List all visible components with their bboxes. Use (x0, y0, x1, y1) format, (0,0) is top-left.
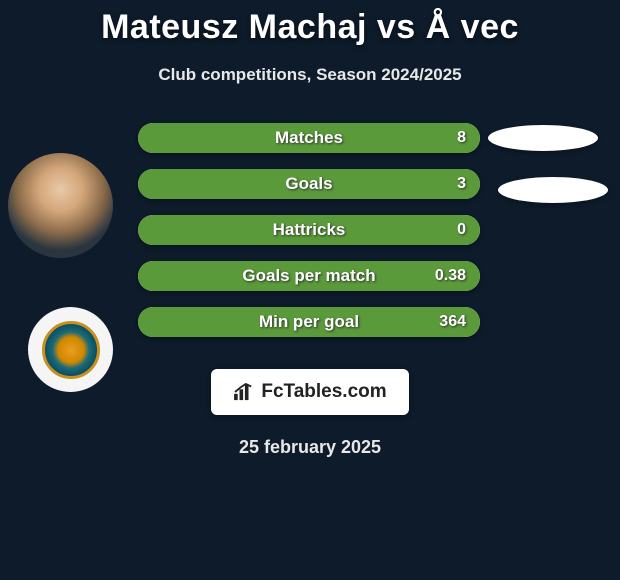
club-badge-inner (42, 321, 100, 379)
bar-value: 0 (457, 221, 466, 239)
chart-icon (233, 383, 255, 401)
club-badge (28, 307, 113, 392)
bar-label: Matches (275, 128, 343, 148)
bar-value: 0.38 (435, 267, 466, 285)
bar-label: Goals (285, 174, 332, 194)
bar-value: 8 (457, 129, 466, 147)
opponent-ellipse-matches (488, 125, 598, 151)
bar-value: 3 (457, 175, 466, 193)
bar-hattricks: Hattricks 0 (138, 215, 480, 245)
bar-label: Hattricks (273, 220, 346, 240)
season-subtitle: Club competitions, Season 2024/2025 (0, 65, 620, 85)
bar-goals: Goals 3 (138, 169, 480, 199)
stat-bars: Matches 8 Goals 3 Hattricks 0 Goals per … (138, 123, 480, 337)
content-area: Matches 8 Goals 3 Hattricks 0 Goals per … (0, 123, 620, 337)
bar-min-per-goal: Min per goal 364 (138, 307, 480, 337)
bar-label: Min per goal (259, 312, 359, 332)
date-text: 25 february 2025 (0, 437, 620, 458)
fctables-logo[interactable]: FcTables.com (211, 369, 408, 415)
bar-goals-per-match: Goals per match 0.38 (138, 261, 480, 291)
bar-matches: Matches 8 (138, 123, 480, 153)
bar-label: Goals per match (242, 266, 375, 286)
player-avatar (8, 153, 113, 258)
opponent-ellipse-goals (498, 177, 608, 203)
comparison-title: Mateusz Machaj vs Å vec (0, 0, 620, 47)
bar-value: 364 (439, 313, 466, 331)
logo-text: FcTables.com (261, 381, 386, 403)
